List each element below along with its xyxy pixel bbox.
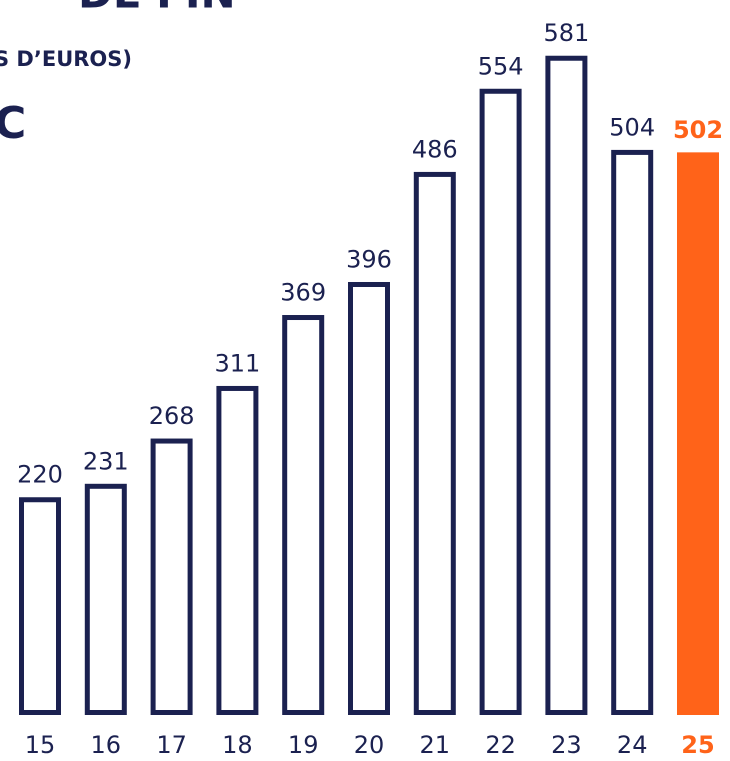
x-tick-label: 15 <box>25 731 56 759</box>
x-tick-label: 23 <box>551 731 582 759</box>
value-label: 220 <box>17 461 63 489</box>
value-label: 311 <box>214 349 260 377</box>
x-tick-label: 18 <box>222 731 253 759</box>
value-label: 554 <box>478 52 524 80</box>
chart-subtitle: S D’EUROS) <box>0 47 132 71</box>
value-label: 504 <box>609 113 655 141</box>
bar <box>413 171 456 716</box>
x-tick-label: 19 <box>288 731 319 759</box>
annotation: C <box>0 98 26 149</box>
value-label: 486 <box>412 135 458 163</box>
value-label: 502 <box>673 116 723 144</box>
bar <box>216 385 259 715</box>
x-tick-label: 16 <box>91 731 122 759</box>
bar <box>84 483 127 715</box>
value-label: 268 <box>149 402 195 430</box>
x-tick-label: 21 <box>420 731 451 759</box>
bar <box>348 281 390 715</box>
x-tick-label: 17 <box>156 731 187 759</box>
bar <box>479 88 522 716</box>
bar <box>19 497 61 715</box>
bar <box>150 438 193 715</box>
x-tick-label: 20 <box>354 731 385 759</box>
bar <box>282 315 325 715</box>
x-tick-label: 24 <box>617 731 648 759</box>
bar <box>611 149 654 715</box>
value-label: 369 <box>280 279 326 307</box>
value-label: 231 <box>83 447 129 475</box>
x-tick-label: 22 <box>485 731 516 759</box>
chart-title: DE FIN <box>78 0 236 18</box>
bar <box>545 55 588 715</box>
value-label: 581 <box>543 19 589 47</box>
x-tick-label: 25 <box>681 731 714 759</box>
value-label: 396 <box>346 245 392 273</box>
bar <box>677 152 719 716</box>
